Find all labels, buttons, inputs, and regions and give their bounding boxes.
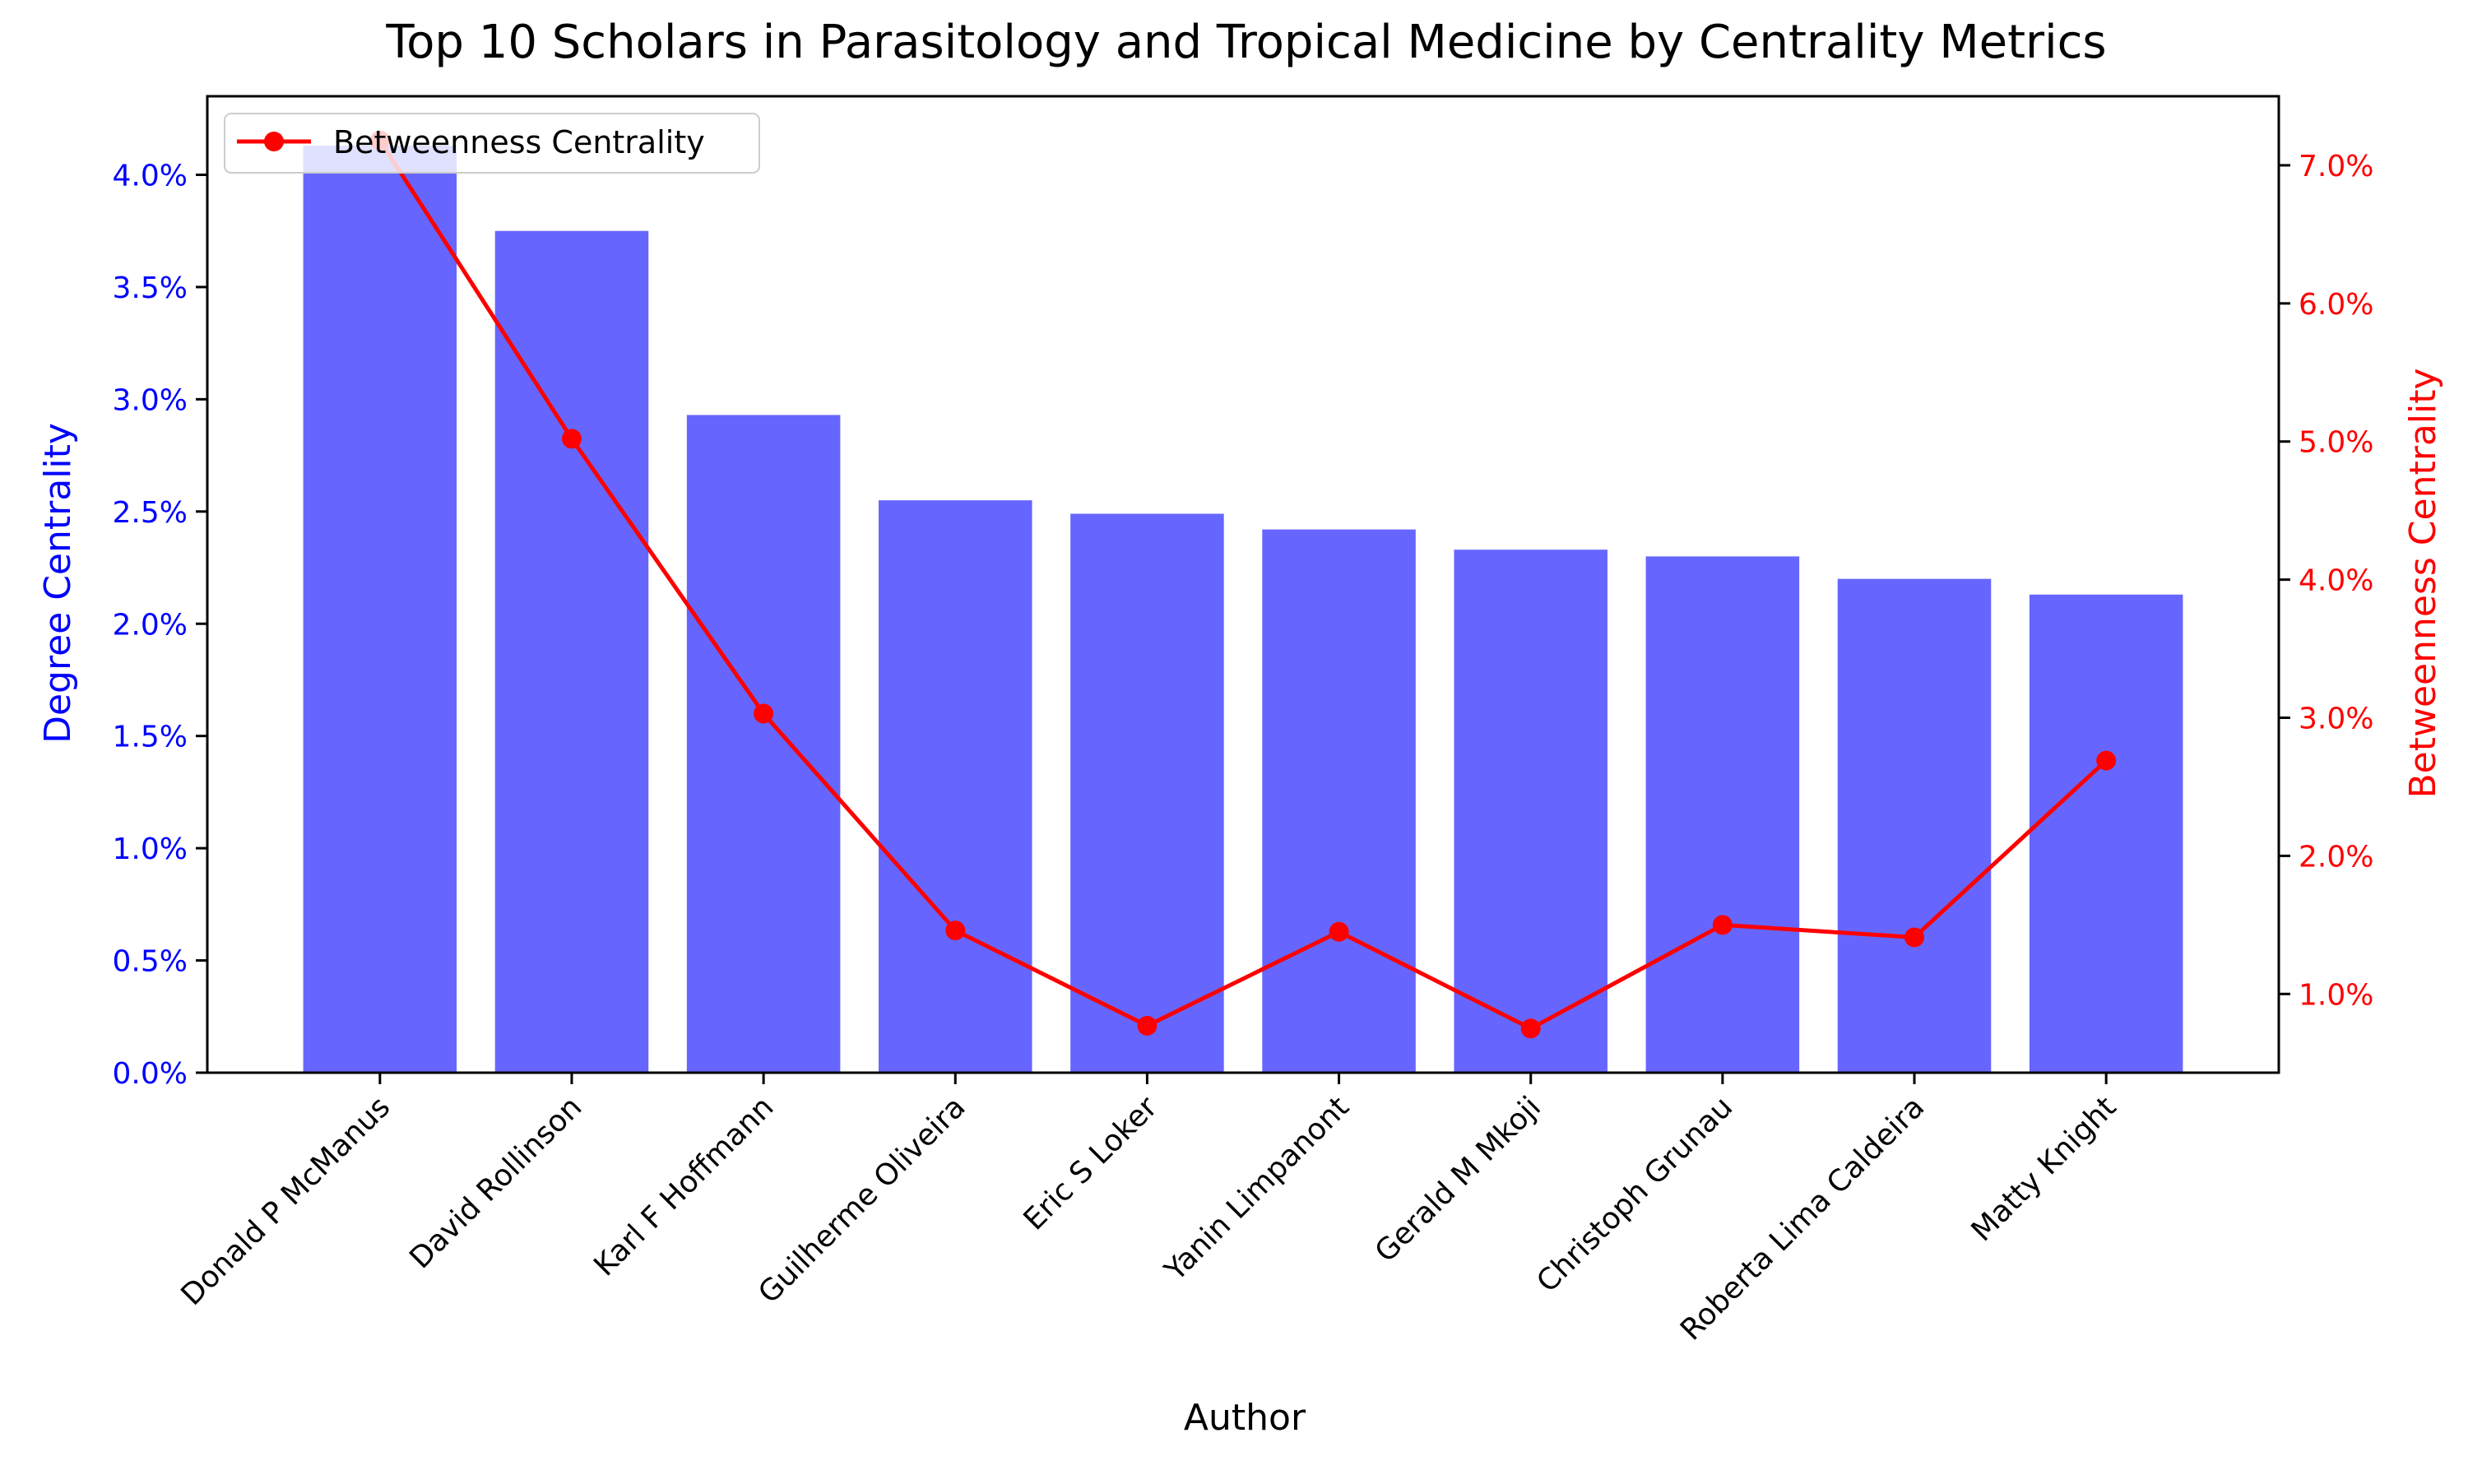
- betweenness-point: [1712, 915, 1733, 935]
- x-tick-label: Karl F Hoffmann: [587, 1090, 780, 1282]
- degree-bar: [1454, 550, 1607, 1073]
- degree-bar: [1070, 513, 1224, 1073]
- degree-bar: [1837, 578, 1992, 1073]
- y-tick-label: 2.0%: [113, 608, 188, 642]
- y-tick-label: 1.5%: [113, 721, 188, 754]
- betweenness-line: [378, 139, 2108, 1031]
- degree-bar: [494, 230, 649, 1074]
- legend-box: [224, 113, 760, 174]
- betweenness-point: [1329, 921, 1349, 942]
- degree-bar: [2029, 594, 2183, 1073]
- bars-layer: [303, 146, 2183, 1074]
- y-tick-label: 0.0%: [113, 1057, 188, 1091]
- y-tick-label: 0.5%: [113, 945, 188, 979]
- y2-axis-label: Betweenness Centrality: [2402, 368, 2444, 798]
- plot-frame: [206, 95, 2280, 1074]
- y2-tick-label: 1.0%: [2299, 978, 2373, 1012]
- y2-tick-label: 6.0%: [2299, 288, 2373, 322]
- x-tick-label: Donald P McManus: [174, 1090, 397, 1312]
- y2-tick-label: 2.0%: [2299, 840, 2373, 874]
- y2-tick-label: 4.0%: [2299, 564, 2373, 598]
- x-tick-label: Christoph Grunau: [1530, 1090, 1739, 1299]
- x-axis-label: Author: [1184, 1397, 1306, 1439]
- x-tick-label: Guilherme Oliveira: [752, 1090, 972, 1310]
- y2-tick-label: 5.0%: [2299, 426, 2373, 460]
- degree-bar: [303, 146, 457, 1073]
- y-tick-label: 3.5%: [113, 271, 188, 305]
- degree-bar: [879, 500, 1032, 1073]
- betweenness-point: [1904, 927, 1925, 948]
- y-tick-label: 2.5%: [113, 496, 188, 530]
- x-tick-label: Gerald M Mkoji: [1369, 1090, 1547, 1268]
- betweenness-point: [1137, 1015, 1157, 1036]
- betweenness-point: [754, 703, 774, 724]
- x-tick-label: Yanin Limpanont: [1158, 1090, 1356, 1287]
- y-tick-label: 1.0%: [113, 832, 188, 866]
- betweenness-point: [1520, 1018, 1541, 1039]
- y-axis-label: Degree Centrality: [37, 423, 79, 744]
- y-tick-label: 3.0%: [113, 383, 188, 417]
- betweenness-point: [2096, 750, 2117, 771]
- legend: Betweenness Centrality: [224, 113, 760, 174]
- x-tick-label: Matty Knight: [1965, 1090, 2123, 1248]
- x-tick-label: David Rollinson: [403, 1090, 588, 1275]
- betweenness-point: [945, 921, 966, 941]
- y2-tick-label: 3.0%: [2299, 703, 2373, 736]
- legend-marker-swatch: [264, 132, 284, 151]
- chart-title: Top 10 Scholars in Parasitology and Trop…: [385, 16, 2106, 69]
- degree-bar: [1262, 529, 1416, 1073]
- y-tick-label: 4.0%: [113, 160, 188, 193]
- degree-bar: [686, 415, 841, 1073]
- betweenness-point: [561, 429, 582, 449]
- x-tick-label: Eric S Loker: [1018, 1090, 1164, 1236]
- legend-label: Betweenness Centrality: [333, 124, 705, 160]
- y2-tick-label: 7.0%: [2299, 150, 2373, 183]
- degree-bar: [1645, 556, 1800, 1073]
